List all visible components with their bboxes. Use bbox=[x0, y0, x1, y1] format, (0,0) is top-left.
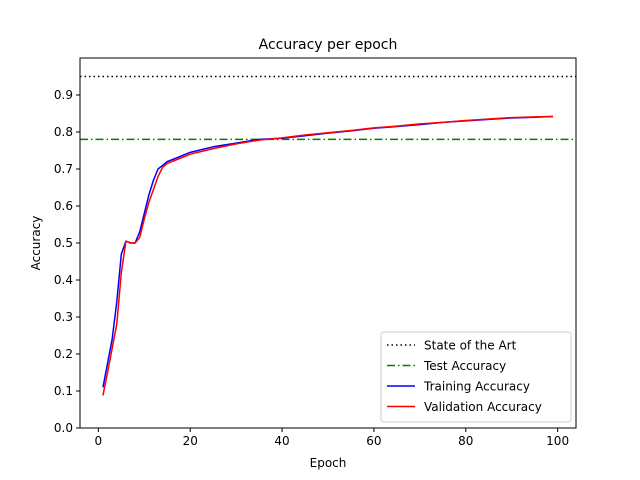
chart-title: Accuracy per epoch bbox=[259, 37, 398, 53]
y-tick-label: 0.2 bbox=[54, 347, 73, 361]
x-tick-label: 80 bbox=[458, 434, 473, 448]
x-axis: 0 20 40 60 80 100 bbox=[95, 428, 569, 448]
legend-label: Validation Accuracy bbox=[424, 400, 542, 414]
series-line-1 bbox=[102, 115, 554, 396]
y-axis-label: Accuracy bbox=[29, 216, 43, 271]
legend: State of the Art Test Accuracy Training Ac… bbox=[380, 331, 572, 423]
series-lines bbox=[102, 115, 554, 396]
legend-label: Training Accuracy bbox=[423, 380, 530, 394]
x-tick-label: 20 bbox=[183, 434, 198, 448]
y-tick-label: 0.7 bbox=[54, 162, 73, 176]
legend-label: Test Accuracy bbox=[423, 359, 506, 373]
y-tick-label: 0.9 bbox=[54, 88, 73, 102]
legend-box bbox=[380, 331, 572, 423]
y-tick-label: 0.6 bbox=[54, 199, 73, 213]
x-tick-label: 0 bbox=[95, 434, 103, 448]
y-tick-label: 0.0 bbox=[54, 421, 73, 435]
legend-label: State of the Art bbox=[424, 339, 517, 353]
y-tick-label: 0.3 bbox=[54, 310, 73, 324]
x-tick-label: 60 bbox=[366, 434, 381, 448]
x-tick-label: 100 bbox=[546, 434, 569, 448]
y-tick-label: 0.1 bbox=[54, 384, 73, 398]
y-axis: 0.0 0.1 0.2 0.3 0.4 0.5 0.6 0.7 0.8 0.9 bbox=[54, 88, 80, 435]
y-tick-label: 0.5 bbox=[54, 236, 73, 250]
y-tick-label: 0.8 bbox=[54, 125, 73, 139]
y-tick-label: 0.4 bbox=[54, 273, 73, 287]
reference-lines bbox=[80, 75, 576, 141]
x-tick-label: 40 bbox=[274, 434, 289, 448]
x-axis-label: Epoch bbox=[310, 456, 347, 470]
